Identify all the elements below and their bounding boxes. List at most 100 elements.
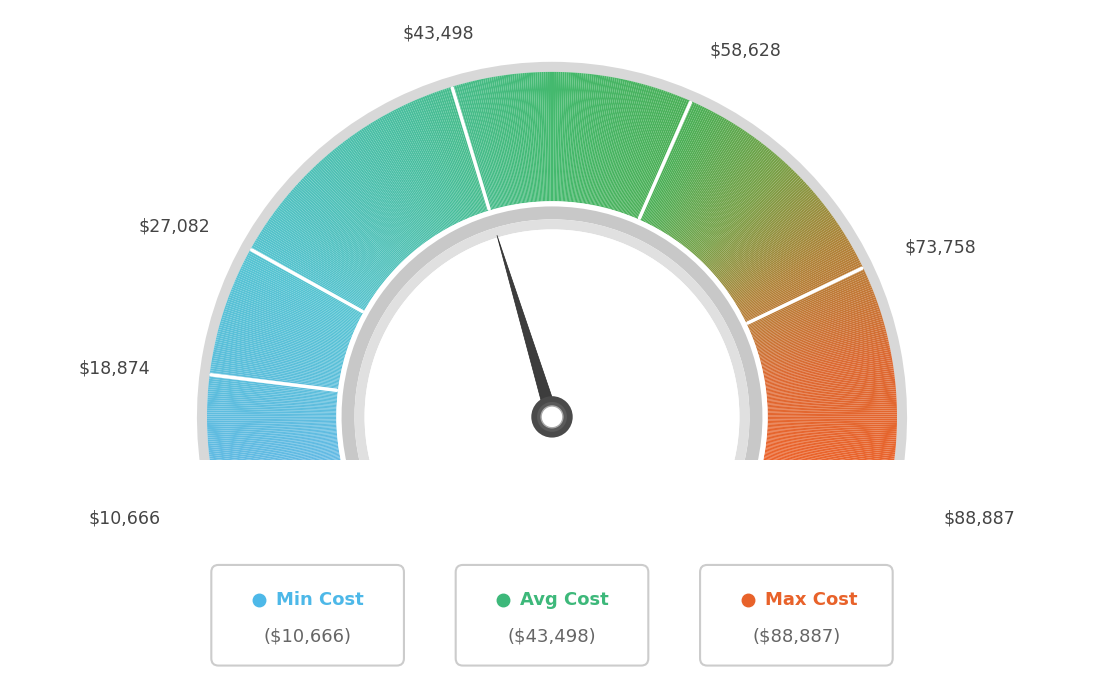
Wedge shape: [666, 124, 736, 235]
Wedge shape: [251, 247, 364, 312]
Wedge shape: [752, 285, 872, 336]
Wedge shape: [211, 362, 339, 384]
Wedge shape: [545, 72, 550, 201]
Wedge shape: [215, 464, 342, 494]
Wedge shape: [763, 460, 890, 488]
Wedge shape: [305, 175, 399, 266]
Wedge shape: [217, 470, 343, 504]
Wedge shape: [707, 177, 802, 268]
Wedge shape: [764, 452, 892, 475]
Wedge shape: [699, 165, 789, 260]
Wedge shape: [607, 83, 641, 208]
Wedge shape: [629, 95, 678, 216]
Wedge shape: [258, 235, 369, 304]
Wedge shape: [767, 428, 896, 437]
Wedge shape: [594, 79, 622, 206]
Wedge shape: [667, 125, 737, 235]
Wedge shape: [723, 207, 827, 286]
Wedge shape: [400, 106, 458, 224]
Wedge shape: [370, 123, 439, 234]
Wedge shape: [212, 452, 340, 475]
Wedge shape: [765, 368, 894, 388]
Wedge shape: [208, 433, 337, 444]
Wedge shape: [767, 389, 896, 401]
Wedge shape: [765, 451, 893, 473]
Wedge shape: [210, 368, 339, 388]
Wedge shape: [291, 189, 390, 275]
Text: $18,874: $18,874: [78, 360, 150, 378]
Wedge shape: [284, 199, 385, 282]
Wedge shape: [208, 393, 337, 404]
Wedge shape: [647, 108, 707, 224]
Wedge shape: [558, 72, 563, 201]
Wedge shape: [590, 77, 615, 205]
Wedge shape: [267, 221, 374, 295]
Wedge shape: [212, 356, 340, 380]
Wedge shape: [219, 327, 343, 362]
Wedge shape: [214, 348, 341, 375]
Wedge shape: [755, 301, 878, 346]
Wedge shape: [756, 305, 879, 348]
Wedge shape: [766, 436, 895, 451]
Wedge shape: [721, 202, 824, 284]
Wedge shape: [763, 461, 890, 490]
Wedge shape: [623, 91, 668, 214]
Text: ($43,498): ($43,498): [508, 628, 596, 646]
Wedge shape: [766, 379, 895, 395]
FancyBboxPatch shape: [700, 565, 893, 666]
Wedge shape: [688, 148, 771, 250]
Wedge shape: [443, 89, 485, 213]
Wedge shape: [584, 76, 605, 204]
Wedge shape: [503, 75, 523, 204]
Wedge shape: [514, 74, 530, 203]
Wedge shape: [276, 208, 380, 288]
Wedge shape: [741, 251, 856, 315]
Wedge shape: [744, 260, 860, 320]
Wedge shape: [595, 79, 623, 206]
Wedge shape: [763, 459, 891, 486]
Wedge shape: [766, 375, 894, 392]
Wedge shape: [277, 207, 381, 286]
Wedge shape: [630, 95, 680, 217]
Wedge shape: [620, 90, 664, 213]
Wedge shape: [421, 97, 471, 217]
Wedge shape: [737, 240, 849, 308]
Wedge shape: [719, 199, 820, 282]
Wedge shape: [446, 88, 487, 212]
Wedge shape: [722, 205, 826, 286]
Wedge shape: [764, 453, 892, 477]
Wedge shape: [548, 72, 551, 201]
Wedge shape: [208, 434, 337, 446]
Wedge shape: [619, 89, 661, 213]
Wedge shape: [764, 354, 892, 379]
Wedge shape: [261, 231, 370, 302]
Wedge shape: [346, 139, 424, 244]
Wedge shape: [238, 272, 357, 327]
Wedge shape: [197, 62, 907, 509]
Wedge shape: [662, 121, 731, 233]
Wedge shape: [605, 83, 639, 208]
Wedge shape: [212, 455, 340, 480]
Wedge shape: [493, 77, 517, 204]
Wedge shape: [264, 226, 372, 299]
Wedge shape: [652, 111, 714, 226]
Wedge shape: [617, 88, 658, 212]
Wedge shape: [223, 310, 347, 352]
Wedge shape: [698, 164, 787, 259]
Wedge shape: [368, 124, 438, 235]
Wedge shape: [767, 404, 896, 410]
Wedge shape: [265, 224, 373, 297]
Wedge shape: [520, 73, 533, 202]
Wedge shape: [242, 264, 359, 322]
Wedge shape: [216, 468, 342, 500]
Wedge shape: [364, 229, 740, 604]
Wedge shape: [208, 420, 337, 423]
Wedge shape: [767, 397, 896, 406]
Wedge shape: [448, 87, 488, 211]
Wedge shape: [608, 83, 644, 209]
Wedge shape: [599, 80, 629, 207]
Wedge shape: [763, 462, 889, 492]
Wedge shape: [683, 143, 764, 246]
Wedge shape: [696, 159, 783, 257]
Wedge shape: [760, 321, 884, 358]
